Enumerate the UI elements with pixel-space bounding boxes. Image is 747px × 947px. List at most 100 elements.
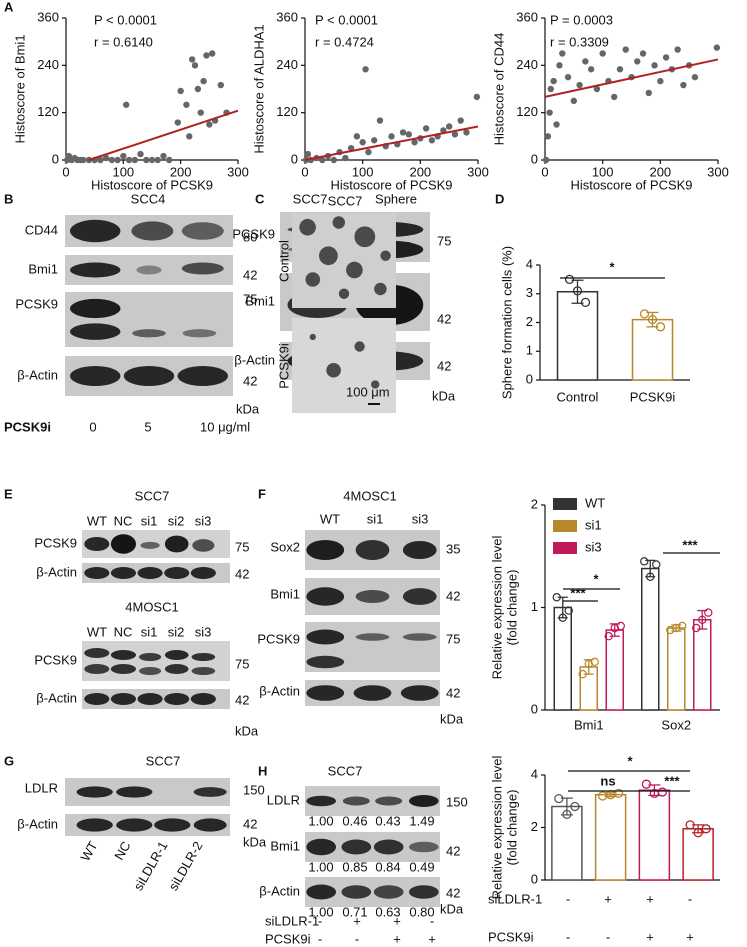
scatter-point bbox=[131, 156, 138, 164]
data-point bbox=[639, 309, 650, 319]
data-point bbox=[701, 824, 711, 834]
scatter-point bbox=[376, 117, 384, 124]
lane-label: NC bbox=[111, 839, 133, 863]
condition-label: PCSK9i bbox=[265, 931, 311, 946]
lane-label: si1 bbox=[141, 513, 158, 528]
unit-label: kDa bbox=[236, 401, 260, 416]
scatter-point bbox=[457, 117, 464, 124]
quant-label: 1.00 bbox=[308, 904, 333, 919]
lane-label: siLDLR-1 bbox=[130, 839, 170, 893]
row-label: CD44 bbox=[25, 222, 58, 237]
blot-band bbox=[306, 655, 345, 669]
quant-label: 0.85 bbox=[342, 859, 367, 874]
y-tick-label: 360 bbox=[276, 9, 298, 24]
blot-band bbox=[191, 667, 216, 675]
blot-band bbox=[306, 838, 337, 856]
scatter-point bbox=[330, 156, 338, 164]
scatter-point bbox=[191, 62, 199, 69]
panel-label: E bbox=[4, 486, 13, 501]
blot-band bbox=[84, 648, 110, 658]
blot-band bbox=[164, 567, 190, 579]
sphere bbox=[380, 250, 391, 261]
condition-sign: + bbox=[686, 929, 694, 944]
scatter-point bbox=[639, 50, 647, 57]
x-tick-label: PCSK9i bbox=[630, 389, 676, 404]
scatter-point bbox=[473, 93, 481, 101]
blot-band bbox=[341, 885, 372, 899]
size-label: 150 bbox=[446, 794, 468, 809]
size-label: 42 bbox=[437, 311, 451, 326]
x-tick-label: 200 bbox=[649, 164, 671, 179]
significance-label: *** bbox=[664, 773, 680, 788]
scatter-point bbox=[148, 156, 156, 164]
row-label: β-Actin bbox=[259, 683, 300, 698]
size-label: 42 bbox=[235, 692, 249, 707]
scatter-point bbox=[463, 129, 470, 136]
row-label: β-Actin bbox=[17, 816, 58, 831]
row-label: Bmi1 bbox=[270, 586, 300, 601]
scatter-point bbox=[362, 66, 369, 73]
bar bbox=[638, 789, 671, 881]
blot-band bbox=[164, 650, 189, 660]
data-point bbox=[704, 608, 713, 617]
data-point bbox=[652, 560, 661, 569]
sphere bbox=[371, 380, 380, 389]
lane-label: si2 bbox=[168, 513, 185, 528]
y-tick-label: 4 bbox=[526, 256, 533, 271]
annotation: P < 0.0001 bbox=[94, 12, 157, 27]
size-label: 75 bbox=[446, 631, 460, 646]
scatter-point bbox=[399, 129, 407, 136]
x-tick-label: Sox2 bbox=[661, 717, 691, 732]
blot-band bbox=[164, 693, 190, 705]
quant-label: 0.63 bbox=[375, 904, 400, 919]
size-label: 75 bbox=[243, 291, 257, 306]
quant-label: 1.00 bbox=[308, 859, 333, 874]
blot-band bbox=[373, 839, 404, 855]
scatter-point bbox=[553, 121, 560, 128]
annotation: P < 0.0001 bbox=[315, 12, 378, 27]
legend-label: si3 bbox=[585, 539, 602, 554]
scatter-point bbox=[445, 123, 453, 130]
legend-swatch bbox=[553, 498, 577, 510]
size-label: 75 bbox=[437, 233, 451, 248]
legend-swatch bbox=[553, 520, 577, 532]
scatter-point bbox=[304, 150, 312, 158]
significance-label: *** bbox=[682, 537, 698, 552]
scatter-point bbox=[634, 58, 641, 65]
trend-line bbox=[544, 58, 719, 98]
blot-band bbox=[408, 795, 439, 807]
blot-band bbox=[193, 818, 227, 832]
data-point bbox=[554, 793, 564, 804]
y-tick-label: 240 bbox=[37, 57, 59, 72]
data-point bbox=[693, 828, 703, 838]
scatter-point bbox=[371, 137, 378, 144]
scatter-point bbox=[137, 150, 144, 158]
data-point bbox=[666, 625, 675, 635]
quant-label: 1.49 bbox=[409, 813, 434, 828]
scatter-point bbox=[342, 154, 349, 162]
data-point bbox=[552, 593, 561, 602]
quant-label: 0.46 bbox=[342, 813, 367, 828]
blot-band bbox=[84, 664, 110, 674]
y-tick-label: 2 bbox=[531, 496, 538, 511]
row-label: PCSK9 bbox=[232, 226, 275, 241]
scatter-point bbox=[556, 62, 563, 69]
scale-label: 100 μm bbox=[346, 384, 390, 399]
scatter-point bbox=[188, 56, 196, 63]
condition-sign: + bbox=[393, 913, 401, 928]
scatter-point bbox=[564, 73, 572, 81]
scatter-point bbox=[713, 44, 721, 51]
unit-label: kDa bbox=[235, 723, 259, 738]
quant-label: 0.71 bbox=[342, 904, 367, 919]
y-tick-label: 240 bbox=[516, 57, 538, 72]
scatter-point bbox=[657, 77, 664, 85]
lane-label: WT bbox=[87, 624, 107, 639]
size-label: 42 bbox=[235, 566, 249, 581]
significance-label: * bbox=[593, 571, 599, 586]
condition-sign: + bbox=[353, 913, 361, 928]
y-tick-label: 2 bbox=[526, 314, 533, 329]
sphere bbox=[346, 261, 363, 279]
scatter-point bbox=[160, 152, 167, 160]
scatter-point bbox=[194, 85, 202, 93]
